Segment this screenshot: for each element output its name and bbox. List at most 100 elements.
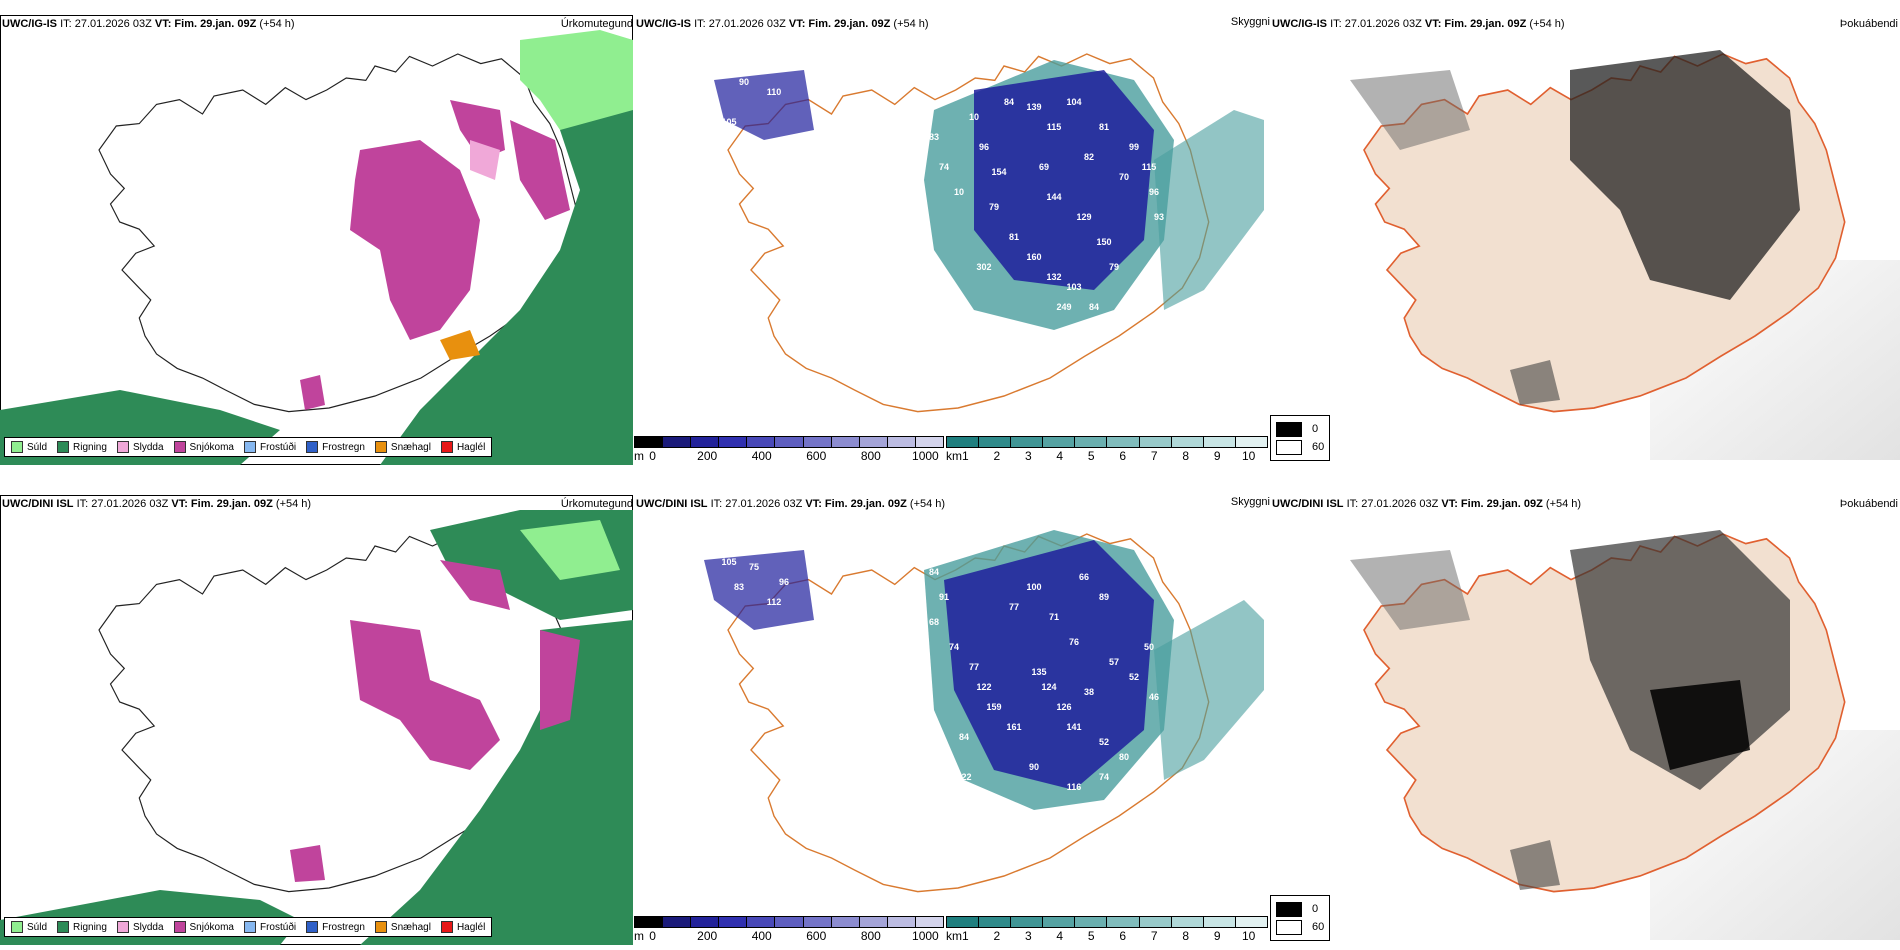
cloud-base-value: 82 xyxy=(1084,152,1094,162)
cloud-base-value: 10 xyxy=(954,187,964,197)
cloud-base-value: 96 xyxy=(1149,187,1159,197)
cloud-base-value: 122 xyxy=(976,682,991,692)
colorbar-cell xyxy=(859,437,888,447)
cloud-base-value: 112 xyxy=(767,597,782,607)
cloud-base-value: 139 xyxy=(1026,102,1041,112)
fog-panel-top: UWC/IG-IS IT: 27.01.2026 03Z VT: Fim. 29… xyxy=(1270,10,1900,465)
cloud-base-value: 90 xyxy=(739,77,749,87)
param-name: Úrkomutegund xyxy=(560,18,633,30)
fog-panel-bottom: UWC/DINI ISL IT: 27.01.2026 03Z VT: Fim.… xyxy=(1270,490,1900,945)
low-cloud-area xyxy=(974,70,1154,290)
colorbar-tick: 2 xyxy=(993,929,1001,943)
colorbar-unit: m xyxy=(634,929,644,943)
visibility-colorbar: km 1 2 3 4 5 6 7 8 9 10 xyxy=(946,436,1268,463)
legend-item: Snæhagl xyxy=(374,921,431,933)
cloud-base-value: 81 xyxy=(1009,232,1019,242)
cloud-panel-bottom: UWC/DINI ISL IT: 27.01.2026 03Z VT: Fim.… xyxy=(634,490,1270,945)
cloud-base-value: 76 xyxy=(1069,637,1079,647)
colorbar-tick: 9 xyxy=(1213,449,1221,463)
cloud-base-value: 89 xyxy=(1099,592,1109,602)
cloud-base-value: 99 xyxy=(1129,142,1139,152)
cloud-base-value: 144 xyxy=(1046,192,1061,202)
legend-item: Súld xyxy=(11,921,47,933)
colorbar-cell xyxy=(747,917,776,927)
legend-item: Frostúði xyxy=(243,441,296,453)
param-name: Skyggni xyxy=(1230,16,1270,28)
colorbar-tick: 6 xyxy=(1119,929,1127,943)
cloud-base-labels: 105 75 83 96 112 84 91 61 68 74 77 122 159 161 84 77 100… xyxy=(721,557,1159,902)
colorbar-cell xyxy=(1139,917,1172,927)
colorbar-cell xyxy=(1171,437,1204,447)
colorbar-cell xyxy=(1235,437,1267,447)
colorbar-unit: m xyxy=(634,449,644,463)
colorbar-cell xyxy=(1171,917,1204,927)
colorbar-tick: 2 xyxy=(993,449,1001,463)
cloud-base-value: 83 xyxy=(734,582,744,592)
nw-cloud xyxy=(704,550,814,630)
precip-map xyxy=(0,30,633,465)
offshore-vis xyxy=(1154,110,1264,310)
legend-item: Rigning xyxy=(57,441,107,453)
cloud-base-value: 100 xyxy=(1026,582,1041,592)
colorbar-cell xyxy=(635,437,664,447)
cloud-base-value: 38 xyxy=(1084,687,1094,697)
cloud-base-value: 50 xyxy=(1144,642,1154,652)
cloud-base-value: 74 xyxy=(939,162,949,172)
cloud-base-value: 52 xyxy=(1099,737,1109,747)
fog-nw xyxy=(1350,70,1470,150)
precip-panel-bottom: UWC/DINI ISL IT: 27.01.2026 03Z VT: Fim.… xyxy=(0,490,635,945)
cloud-base-value: 67 xyxy=(1069,342,1079,352)
snow-area xyxy=(350,620,500,770)
colorbar-cell xyxy=(691,917,720,927)
cloud-base-value: 160 xyxy=(1026,252,1041,262)
colorbar-cell xyxy=(1139,437,1172,447)
fog-map xyxy=(1350,50,1900,460)
snow-area xyxy=(350,140,480,340)
legend-item: Haglél xyxy=(440,921,485,933)
colorbar-cell xyxy=(1043,437,1076,447)
cloud-base-value: 75 xyxy=(749,562,759,572)
cloud-base-value: 122 xyxy=(956,772,971,782)
cloud-base-colorbar: m 0 200 400 600 800 1000 xyxy=(634,436,944,463)
colorbar-tick: 5 xyxy=(1087,449,1095,463)
precip-legend: Súld Rigning Slydda Snjókoma Frostúði Fr… xyxy=(4,437,493,457)
fog-legend: 0 60 xyxy=(1270,415,1331,461)
colorbar-tick: 10 xyxy=(1241,929,1256,943)
colorbar-cell xyxy=(947,437,980,447)
colorbar-cell xyxy=(887,917,916,927)
colorbar-tick: 1000 xyxy=(912,449,939,463)
colorbar-tick: 400 xyxy=(751,929,772,943)
cloud-base-value: 66 xyxy=(1079,572,1089,582)
cloud-base-value: 105 xyxy=(721,117,736,127)
colorbar-cell xyxy=(915,437,944,447)
colorbar-cell xyxy=(775,917,804,927)
drizzle-area xyxy=(520,520,620,580)
cloud-base-value: 52 xyxy=(1129,672,1139,682)
cloud-base-value: 84 xyxy=(959,732,969,742)
cloud-base-value: 103 xyxy=(1066,282,1081,292)
colorbar-cell xyxy=(803,917,832,927)
cloud-base-value: 79 xyxy=(1084,332,1094,342)
colorbar-cell xyxy=(979,437,1012,447)
cloud-base-value: 154 xyxy=(991,167,1006,177)
cloud-base-value: 77 xyxy=(969,662,979,672)
cloud-base-value: 205 xyxy=(931,892,946,902)
visibility-colorbar: km 1 2 3 4 5 6 7 8 9 10 xyxy=(946,916,1268,943)
low-cloud-area xyxy=(944,540,1154,790)
colorbar-tick: 600 xyxy=(806,449,827,463)
colorbar-tick: 9 xyxy=(1213,929,1221,943)
cloud-base-value: 116 xyxy=(1067,782,1082,792)
cloud-base-value: 80 xyxy=(1119,752,1129,762)
colorbar-cell xyxy=(663,917,692,927)
colorbar-cell xyxy=(1075,437,1108,447)
colorbar-tick: 0 xyxy=(649,449,656,463)
colorbar-cell xyxy=(1043,917,1076,927)
dense-fog-core xyxy=(1650,680,1750,770)
colorbar-tick: 800 xyxy=(860,449,881,463)
colorbar-cell xyxy=(775,437,804,447)
colorbar-tick: 800 xyxy=(860,929,881,943)
snow-area-4 xyxy=(300,375,325,410)
cloud-base-value: 159 xyxy=(986,702,1001,712)
colorbar-tick: 3 xyxy=(1024,929,1032,943)
cloud-base-value: 91 xyxy=(939,592,949,602)
